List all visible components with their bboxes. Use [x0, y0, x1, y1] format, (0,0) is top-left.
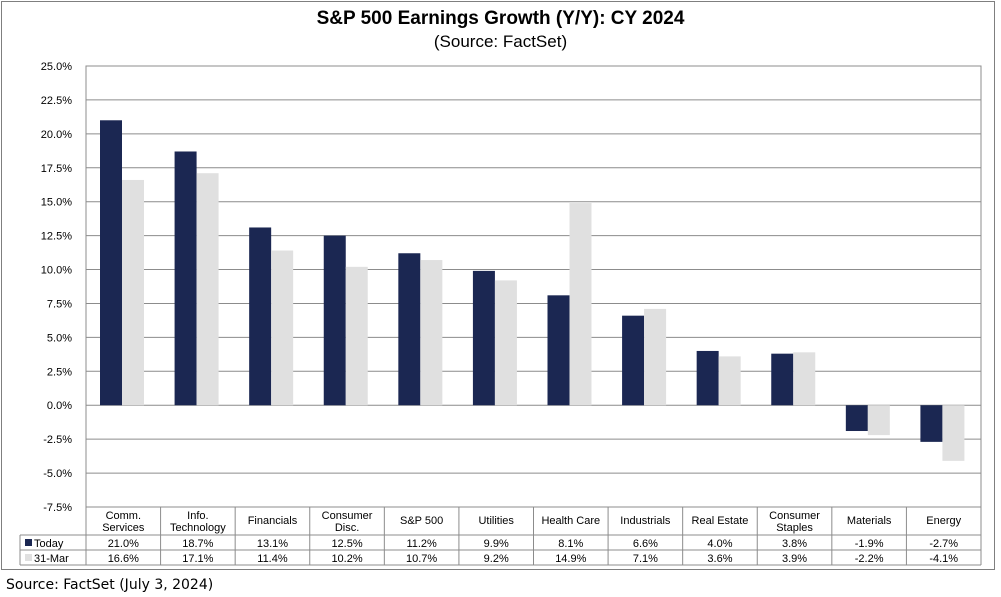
x-category-label: Comm. Services	[102, 510, 145, 534]
y-tick-label: 20.0%	[41, 129, 72, 141]
table-value: 12.5%	[331, 538, 362, 550]
bar	[547, 295, 570, 406]
table-value: 21.0%	[108, 538, 139, 550]
legend-key	[25, 554, 32, 561]
x-category-label: Consumer Staples	[769, 510, 820, 534]
table-value: 10.2%	[331, 553, 362, 565]
table-value: 14.9%	[555, 553, 586, 565]
x-category-label: Materials	[847, 515, 892, 527]
bar	[174, 151, 197, 406]
table-value: 3.8%	[782, 538, 807, 550]
bar	[718, 356, 741, 406]
table-value: 17.1%	[182, 553, 213, 565]
chart-subtitle: (Source: FactSet)	[433, 32, 568, 51]
bar	[271, 250, 294, 406]
source-footnote: Source: FactSet (July 3, 2024)	[6, 577, 214, 593]
bar	[472, 270, 495, 406]
x-category-label: Utilities	[478, 515, 514, 527]
y-tick-label: 10.0%	[41, 265, 72, 277]
table-value: -2.7%	[929, 538, 958, 550]
bar	[345, 266, 368, 406]
table-value: 3.6%	[707, 553, 732, 565]
table-value: 3.9%	[782, 553, 807, 565]
bar	[867, 405, 890, 436]
table-value: -4.1%	[929, 553, 958, 565]
bar	[622, 315, 645, 406]
table-value: -2.2%	[855, 553, 884, 565]
bar	[569, 203, 592, 406]
bar	[100, 120, 122, 406]
x-category-label: Consumer Disc.	[322, 510, 373, 534]
y-tick-label: 5.0%	[47, 332, 72, 344]
y-tick-label: -7.5%	[43, 502, 72, 514]
bar	[845, 405, 868, 432]
x-category-label: Real Estate	[692, 515, 749, 527]
table-value: 10.7%	[406, 553, 437, 565]
bar	[696, 350, 719, 406]
table-value: 11.4%	[257, 553, 288, 565]
table-value: 11.2%	[406, 538, 437, 550]
table-value: 7.1%	[633, 553, 658, 565]
x-category-label: Energy	[926, 515, 961, 527]
table-value: 13.1%	[257, 538, 288, 550]
bar	[122, 179, 144, 406]
table-value: 9.2%	[484, 553, 509, 565]
bar	[920, 405, 943, 442]
bar	[398, 253, 421, 406]
table-value: 16.6%	[108, 553, 139, 565]
table-value: 9.9%	[484, 538, 509, 550]
y-tick-label: 15.0%	[41, 197, 72, 209]
y-tick-label: 17.5%	[41, 163, 72, 175]
bar	[771, 353, 794, 406]
x-category-label: Financials	[248, 515, 298, 527]
table-value: 8.1%	[558, 538, 583, 550]
x-category-label: Health Care	[541, 515, 600, 527]
y-tick-label: 0.0%	[47, 400, 72, 412]
y-tick-label: -5.0%	[43, 468, 72, 480]
bar	[793, 352, 816, 406]
table-value: 4.0%	[707, 538, 732, 550]
x-category-label: Info. Technology	[170, 510, 226, 534]
bar	[323, 235, 346, 406]
chart-title: S&P 500 Earnings Growth (Y/Y): CY 2024	[316, 8, 685, 29]
table-value: -1.9%	[855, 538, 884, 550]
bar	[196, 173, 219, 406]
y-tick-label: 22.5%	[41, 95, 72, 107]
y-tick-label: 25.0%	[41, 61, 72, 73]
table-value: 6.6%	[633, 538, 658, 550]
legend-key	[25, 539, 32, 546]
legend-label: 31-Mar	[34, 553, 69, 565]
bar	[942, 405, 965, 461]
y-tick-label: 2.5%	[47, 366, 72, 378]
bar	[644, 308, 667, 406]
legend-label: Today	[34, 538, 64, 550]
y-tick-label: -2.5%	[43, 434, 72, 446]
y-tick-label: 12.5%	[41, 231, 72, 243]
plot-area-border	[85, 65, 982, 508]
bar	[420, 260, 443, 406]
bar	[249, 227, 272, 406]
table-value: 18.7%	[182, 538, 213, 550]
x-category-label: Industrials	[620, 515, 671, 527]
y-tick-label: 7.5%	[47, 298, 72, 310]
x-category-label: S&P 500	[400, 515, 443, 527]
bar	[494, 280, 517, 406]
